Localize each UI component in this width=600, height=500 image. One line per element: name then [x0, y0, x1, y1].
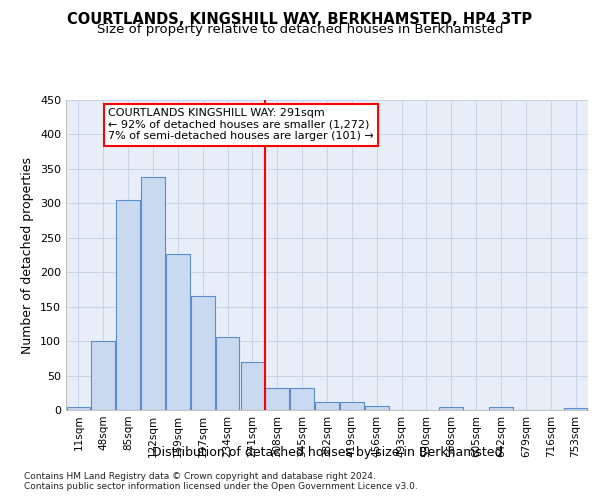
Bar — [290, 388, 314, 410]
Bar — [315, 402, 339, 410]
Text: Size of property relative to detached houses in Berkhamsted: Size of property relative to detached ho… — [97, 22, 503, 36]
Text: Distribution of detached houses by size in Berkhamsted: Distribution of detached houses by size … — [152, 446, 502, 459]
Bar — [216, 337, 239, 410]
Text: Contains public sector information licensed under the Open Government Licence v3: Contains public sector information licen… — [24, 482, 418, 491]
Bar — [564, 408, 587, 410]
Bar — [166, 254, 190, 410]
Bar — [141, 177, 165, 410]
Bar — [191, 296, 215, 410]
Bar — [489, 407, 513, 410]
Bar — [365, 406, 389, 410]
Bar — [340, 402, 364, 410]
Bar — [241, 362, 264, 410]
Bar — [265, 388, 289, 410]
Bar — [116, 200, 140, 410]
Y-axis label: Number of detached properties: Number of detached properties — [22, 156, 34, 354]
Text: COURTLANDS, KINGSHILL WAY, BERKHAMSTED, HP4 3TP: COURTLANDS, KINGSHILL WAY, BERKHAMSTED, … — [67, 12, 533, 28]
Bar — [439, 407, 463, 410]
Text: COURTLANDS KINGSHILL WAY: 291sqm
← 92% of detached houses are smaller (1,272)
7%: COURTLANDS KINGSHILL WAY: 291sqm ← 92% o… — [108, 108, 374, 142]
Bar — [91, 341, 115, 410]
Bar — [67, 406, 90, 410]
Text: Contains HM Land Registry data © Crown copyright and database right 2024.: Contains HM Land Registry data © Crown c… — [24, 472, 376, 481]
